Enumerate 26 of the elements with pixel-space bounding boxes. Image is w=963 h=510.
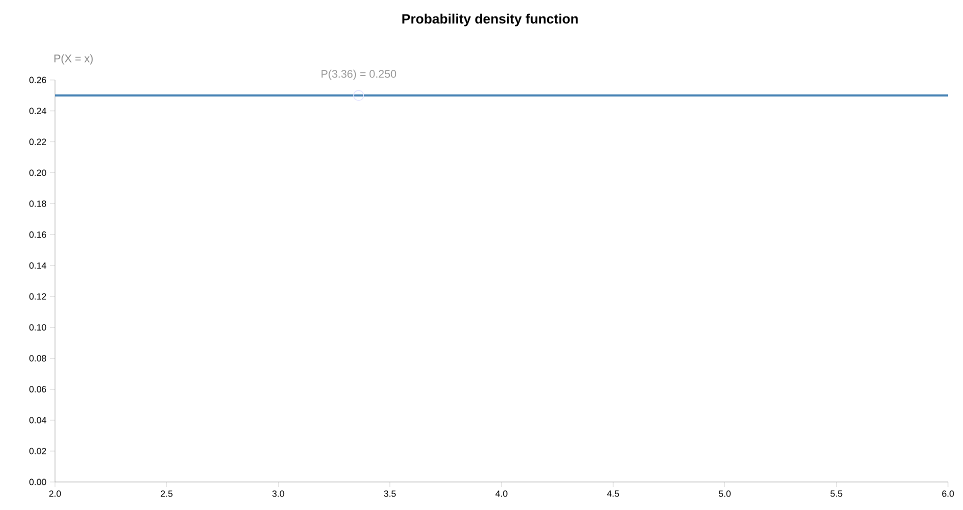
y-tick-label: 0.24 — [29, 108, 46, 114]
x-tick-label: 2.5 — [160, 490, 172, 497]
x-tick-label: 2.0 — [49, 490, 61, 497]
x-tick-label: 5.0 — [718, 490, 731, 497]
y-tick-label: 0.06 — [29, 386, 46, 392]
x-tick-label: 3.5 — [384, 490, 396, 497]
x-tick-label: 3.0 — [272, 490, 284, 497]
chart-title: Probability density function — [402, 14, 578, 26]
y-tick-label: 0.04 — [29, 416, 46, 424]
y-tick-label: 0.16 — [29, 231, 46, 238]
y-tick-label: 0.18 — [29, 200, 46, 207]
y-tick-label: 0.20 — [29, 170, 46, 176]
x-tick-label: 4.0 — [495, 490, 508, 497]
x-tick-label: 5.5 — [830, 490, 842, 497]
y-tick-label: 0.08 — [29, 355, 46, 362]
x-tick-label: 4.5 — [607, 490, 619, 497]
annotation: P(3.36) = 0.250 — [322, 70, 396, 80]
y-tick-label: 0.02 — [29, 448, 46, 454]
x-tick-label: 6.0 — [942, 490, 954, 497]
y-tick-label: 0.26 — [29, 76, 46, 84]
y-axis-title: P(X = x) — [54, 54, 93, 64]
y-tick-label: 0.14 — [29, 262, 46, 269]
y-tick-label: 0.10 — [29, 324, 46, 331]
y-tick-label: 0.00 — [29, 478, 46, 486]
y-tick-label: 0.22 — [29, 138, 46, 146]
y-tick-label: 0.12 — [29, 293, 46, 300]
